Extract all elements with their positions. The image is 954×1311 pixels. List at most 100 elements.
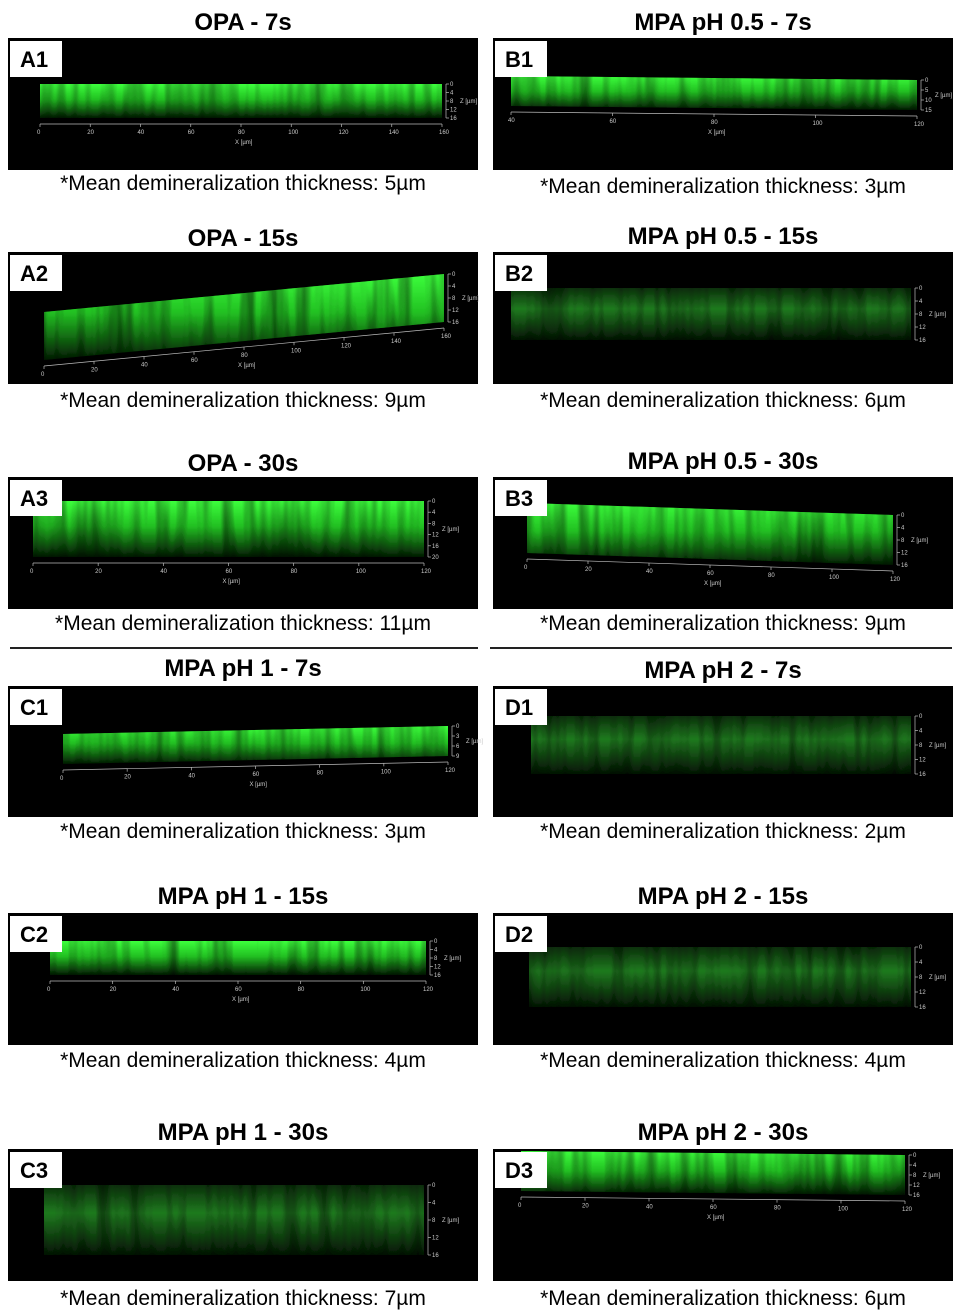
x-tick-label: 0: [47, 987, 51, 993]
z-axis-label: Z [µm]: [935, 93, 952, 99]
x-tick-label: 100: [291, 348, 302, 354]
caption: *Mean demineralization thickness: 6µm: [540, 1287, 906, 1310]
x-tick-label: 60: [610, 119, 617, 125]
x-tick-label: 120: [890, 577, 901, 583]
x-tick-label: 120: [914, 122, 925, 128]
x-tick-label: 40: [138, 130, 145, 136]
panel-label-box: [10, 689, 62, 725]
x-tick-label: 0: [518, 1203, 522, 1209]
caption: *Mean demineralization thickness: 5µm: [60, 172, 426, 195]
panel-title: MPA pH 0.5 - 7s: [634, 9, 811, 36]
panel: MPA pH 2 - 15s D2 0 4 8 12 16 Z [µm] *Mean demin…: [493, 883, 953, 1072]
z-tick-label: 16: [901, 563, 908, 569]
z-tick-label: 20: [432, 555, 439, 561]
fluorescence-streaks: [521, 1151, 905, 1195]
z-tick-label: 15: [925, 108, 932, 114]
panel-label-box: [495, 1152, 547, 1188]
z-tick-label: 12: [901, 551, 908, 557]
x-tick-label: 80: [768, 573, 775, 579]
z-axis-label: Z [µm]: [442, 527, 459, 533]
x-tick-label: 120: [339, 130, 350, 136]
z-tick-label: 12: [919, 758, 926, 764]
x-tick-label: 60: [710, 1205, 717, 1211]
x-tick-label: 0: [60, 776, 64, 782]
z-axis-label: Z [µm]: [929, 975, 946, 981]
panel-title: MPA pH 1 - 7s: [164, 655, 321, 682]
panel-label-box: [10, 255, 62, 291]
z-axis-label: Z [µm]: [929, 743, 946, 749]
x-axis-label: X [µm]: [223, 579, 241, 585]
z-tick-label: 0: [919, 945, 923, 951]
z-tick-label: 4: [434, 948, 438, 954]
panel-label: D3: [505, 1158, 533, 1183]
x-tick-label: 100: [381, 769, 392, 775]
z-axis-label: Z [µm]: [923, 1173, 940, 1179]
z-tick-label: 8: [450, 99, 454, 105]
z-tick-label: 16: [450, 116, 457, 122]
x-tick-label: 160: [439, 130, 450, 136]
panel: MPA pH 1 - 7s C1 0 3 6 9 Z [µm] 0 20 40 60 80 100 120…: [8, 655, 483, 843]
fluorescence-streaks: [33, 501, 424, 557]
panel: MPA pH 1 - 15s C2 0 4 8 12 16 Z [µm] 0 20 40 60 80 10…: [8, 883, 478, 1072]
z-tick-label: 4: [432, 1201, 436, 1207]
z-tick-label: 8: [913, 1173, 917, 1179]
z-tick-label: 12: [919, 325, 926, 331]
z-tick-label: 16: [452, 320, 459, 326]
panel-title: OPA - 30s: [188, 450, 299, 477]
x-axis-label: X [µm]: [232, 997, 250, 1003]
z-tick-label: 5: [925, 88, 929, 94]
z-tick-label: 0: [452, 272, 456, 278]
x-tick-label: 80: [291, 569, 298, 575]
z-tick-label: 0: [432, 1183, 436, 1189]
x-tick-label: 40: [172, 987, 179, 993]
panel-label: C2: [20, 922, 48, 947]
z-tick-label: 0: [456, 724, 460, 730]
panel-title: MPA pH 2 - 7s: [644, 657, 801, 684]
panel-label: C1: [20, 695, 48, 720]
panel-label: B3: [505, 486, 533, 511]
x-tick-label: 20: [95, 569, 102, 575]
fluorescence-streaks: [63, 726, 448, 764]
z-axis-label: Z [µm]: [462, 296, 479, 302]
z-tick-label: 10: [925, 98, 932, 104]
x-tick-label: 60: [191, 358, 198, 364]
panel-label: A3: [20, 486, 48, 511]
z-tick-label: 9: [456, 754, 460, 760]
fluorescence-streaks: [511, 76, 917, 110]
z-tick-label: 4: [919, 299, 923, 305]
panel: OPA - 15s A2 0 4 8 12 16 Z [µm] 0 20 40 60 80 100 120 1…: [8, 225, 479, 412]
panel-label-box: [10, 41, 62, 77]
panel-title: MPA pH 1 - 15s: [158, 883, 329, 910]
z-tick-label: 12: [434, 965, 441, 971]
panel-label-box: [10, 1152, 62, 1188]
panel-title: OPA - 7s: [194, 9, 291, 36]
panel-label: A2: [20, 261, 48, 286]
panel-label-box: [495, 480, 547, 516]
x-tick-label: 20: [582, 1204, 589, 1210]
z-tick-label: 4: [913, 1163, 917, 1169]
z-tick-label: 4: [919, 960, 923, 966]
z-tick-label: 0: [432, 499, 436, 505]
z-tick-label: 0: [901, 513, 905, 519]
x-tick-label: 60: [226, 569, 233, 575]
z-tick-label: 16: [432, 1253, 439, 1259]
caption: *Mean demineralization thickness: 9µm: [60, 389, 426, 412]
x-tick-label: 120: [445, 768, 456, 774]
panel: MPA pH 2 - 7s D1 0 4 8 12 16 Z [µm] *Mean demine…: [493, 657, 953, 843]
x-tick-label: 120: [423, 987, 434, 993]
z-tick-label: 8: [919, 312, 923, 318]
z-tick-label: 8: [919, 975, 923, 981]
x-tick-label: 100: [356, 569, 367, 575]
x-tick-label: 20: [91, 367, 98, 373]
z-tick-label: 4: [452, 284, 456, 290]
panel-label-box: [495, 689, 547, 725]
panel-label: C3: [20, 1158, 48, 1183]
x-tick-label: 40: [188, 773, 195, 779]
caption: *Mean demineralization thickness: 2µm: [540, 820, 906, 843]
panel-label: D1: [505, 695, 533, 720]
x-tick-label: 0: [524, 565, 528, 571]
x-tick-label: 0: [41, 372, 45, 378]
x-tick-label: 20: [110, 987, 117, 993]
z-tick-label: 16: [919, 772, 926, 778]
panel: MPA pH 2 - 30s D3 0 4 8 12 16 Z [µm] 0 20 40 60 80 10…: [493, 1119, 953, 1310]
